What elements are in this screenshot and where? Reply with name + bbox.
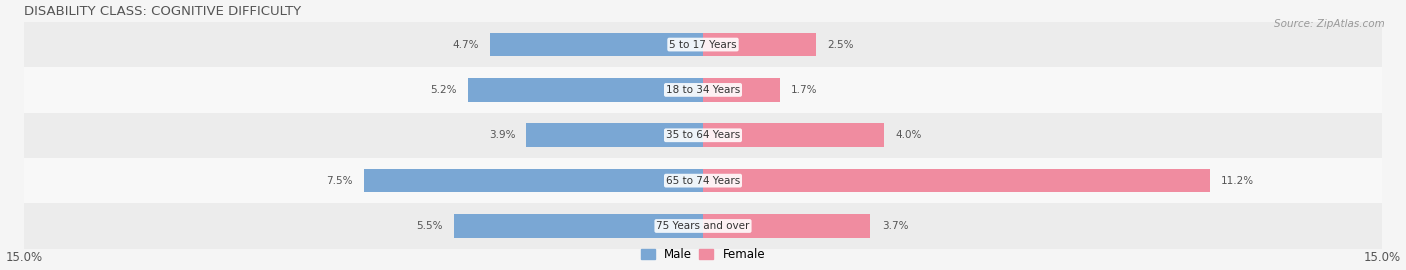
Text: 35 to 64 Years: 35 to 64 Years xyxy=(666,130,740,140)
Text: 3.9%: 3.9% xyxy=(489,130,515,140)
Bar xyxy=(24,22,1382,67)
Bar xyxy=(703,214,870,238)
Bar xyxy=(703,169,1211,193)
Text: 5 to 17 Years: 5 to 17 Years xyxy=(669,40,737,50)
Bar xyxy=(526,123,703,147)
Text: 4.7%: 4.7% xyxy=(453,40,479,50)
Text: Source: ZipAtlas.com: Source: ZipAtlas.com xyxy=(1274,19,1385,29)
Bar xyxy=(468,78,703,102)
Text: 65 to 74 Years: 65 to 74 Years xyxy=(666,176,740,186)
Bar xyxy=(364,169,703,193)
Text: 3.7%: 3.7% xyxy=(882,221,908,231)
Text: 4.0%: 4.0% xyxy=(896,130,922,140)
Legend: Male, Female: Male, Female xyxy=(641,248,765,261)
Text: DISABILITY CLASS: COGNITIVE DIFFICULTY: DISABILITY CLASS: COGNITIVE DIFFICULTY xyxy=(24,5,301,18)
Text: 2.5%: 2.5% xyxy=(828,40,853,50)
Text: 75 Years and over: 75 Years and over xyxy=(657,221,749,231)
Text: 5.5%: 5.5% xyxy=(416,221,443,231)
Text: 5.2%: 5.2% xyxy=(430,85,457,95)
Bar xyxy=(24,158,1382,203)
Bar xyxy=(703,123,884,147)
Text: 18 to 34 Years: 18 to 34 Years xyxy=(666,85,740,95)
Bar xyxy=(703,33,815,56)
Text: 1.7%: 1.7% xyxy=(792,85,818,95)
Bar xyxy=(454,214,703,238)
Bar xyxy=(24,67,1382,113)
Bar xyxy=(703,78,780,102)
Text: 7.5%: 7.5% xyxy=(326,176,353,186)
Bar xyxy=(491,33,703,56)
Bar xyxy=(24,203,1382,249)
Bar xyxy=(24,113,1382,158)
Text: 11.2%: 11.2% xyxy=(1222,176,1254,186)
